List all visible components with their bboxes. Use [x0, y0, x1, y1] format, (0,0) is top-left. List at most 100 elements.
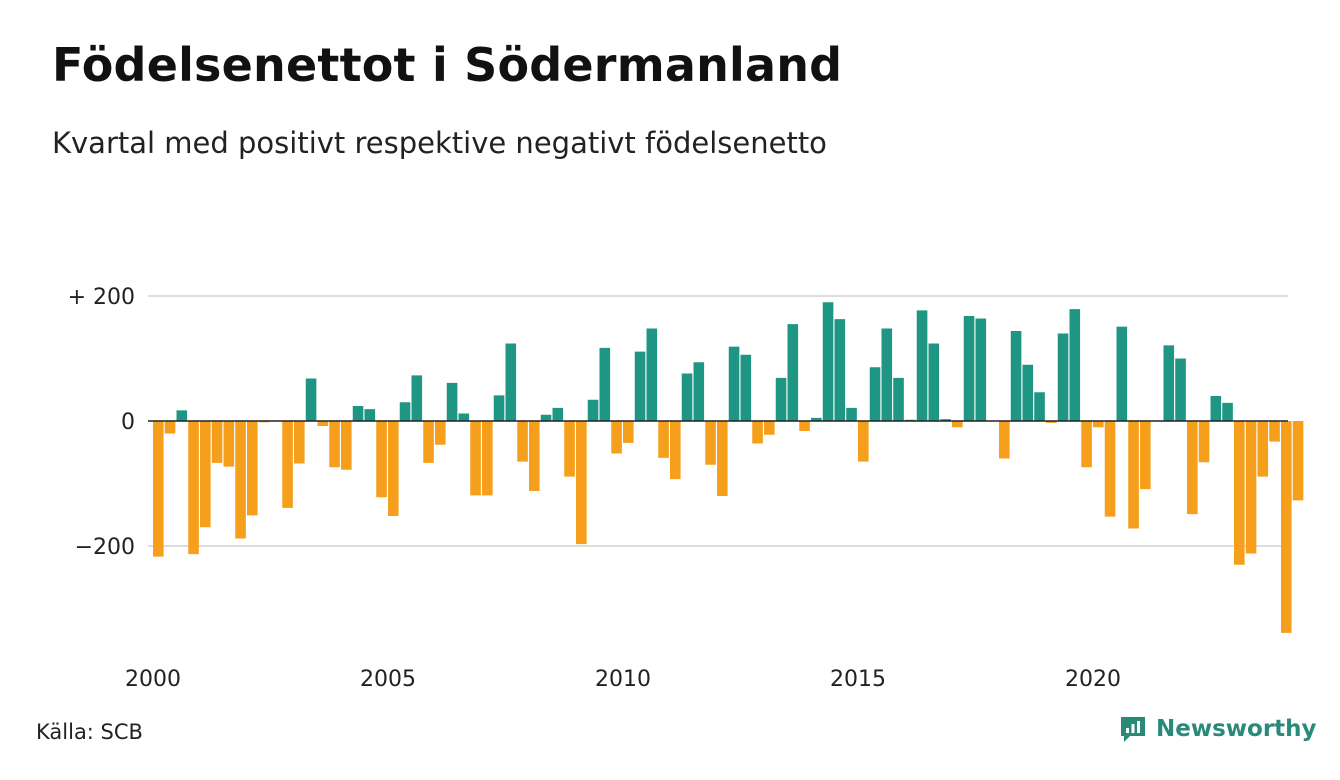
bar-negative: [482, 421, 493, 496]
bar-positive: [1069, 309, 1081, 421]
bar-positive: [540, 414, 552, 421]
source-label: Källa: SCB: [36, 720, 143, 744]
bar-negative: [329, 421, 340, 468]
bar-positive: [928, 343, 940, 421]
bar-negative: [999, 421, 1010, 459]
brand-logo[interactable]: Newsworthy: [1118, 714, 1317, 744]
bar-negative: [1140, 421, 1151, 490]
bar-negative: [1046, 421, 1057, 423]
bar-negative: [188, 421, 199, 555]
bar-positive: [893, 377, 904, 421]
bar-negative: [1187, 421, 1198, 515]
bar-positive: [634, 351, 646, 421]
bar-positive: [822, 302, 834, 421]
bar-negative: [1128, 421, 1139, 529]
bar-negative: [200, 421, 211, 528]
bar-negative: [294, 421, 305, 464]
bar-negative: [423, 421, 434, 463]
chart-title: Födelsenettot i Södermanland: [52, 38, 843, 92]
bar-positive: [176, 410, 188, 421]
bar-negative: [717, 421, 728, 496]
bar-negative: [658, 421, 669, 458]
bar-positive: [740, 354, 752, 421]
bar-positive: [728, 346, 740, 421]
bar-negative: [223, 421, 235, 467]
x-tick-label: 2015: [830, 667, 886, 692]
x-tick-label: 2020: [1065, 667, 1121, 692]
bar-negative: [388, 421, 399, 516]
bar-positive: [599, 347, 611, 421]
y-tick-label: + 200: [68, 285, 135, 310]
bar-negative: [517, 421, 528, 462]
bar-negative: [1245, 421, 1257, 554]
bar-positive: [811, 417, 822, 421]
bar-negative: [799, 421, 810, 431]
bar-positive: [1010, 331, 1022, 421]
bar-negative: [1292, 421, 1304, 501]
bar-positive: [881, 328, 893, 421]
bar-positive: [552, 407, 564, 421]
bar-negative: [235, 421, 246, 539]
bar-positive: [352, 406, 364, 421]
brand-name: Newsworthy: [1156, 716, 1317, 742]
bar-positive: [846, 407, 857, 421]
bar-negative: [705, 421, 716, 465]
bar-negative: [1198, 421, 1210, 463]
bar-positive: [458, 413, 470, 421]
bar-negative: [611, 421, 622, 454]
bar-positive: [834, 319, 846, 421]
y-tick-label: 0: [121, 410, 135, 435]
bar-negative: [858, 421, 869, 462]
bar-positive: [1116, 326, 1128, 421]
bar-positive: [446, 382, 458, 421]
bar-negative: [564, 421, 575, 477]
bar-positive: [505, 343, 517, 421]
x-tick-label: 2010: [595, 667, 651, 692]
bar-positive: [1222, 402, 1233, 421]
bar-negative: [1081, 421, 1092, 468]
bar-positive: [975, 318, 987, 421]
bar-negative: [670, 421, 681, 480]
bar-positive: [787, 324, 799, 421]
bar-negative: [1093, 421, 1104, 428]
bar-positive: [1175, 358, 1186, 421]
bar-positive: [963, 316, 975, 421]
bar-positive: [399, 402, 411, 421]
bar-positive: [646, 328, 658, 421]
bar-positive: [1163, 345, 1175, 421]
bar-negative: [470, 421, 481, 496]
bar-negative: [1269, 421, 1280, 442]
bar-negative: [623, 421, 634, 443]
bar-negative: [764, 421, 775, 435]
bar-positive: [364, 409, 376, 421]
bar-positive: [869, 367, 881, 421]
bar-positive: [693, 362, 705, 421]
bar-positive: [775, 377, 787, 421]
bar-negative: [376, 421, 387, 498]
bar-positive: [916, 310, 928, 421]
bar-negative: [164, 421, 176, 434]
bar-positive: [681, 373, 693, 421]
bar-negative: [752, 421, 763, 444]
bar-negative: [1104, 421, 1116, 517]
y-tick-label: −200: [75, 535, 135, 560]
bar-positive: [493, 395, 505, 421]
bar-positive: [1057, 333, 1069, 421]
x-tick-label: 2000: [125, 667, 181, 692]
bar-negative: [282, 421, 293, 508]
chart-subtitle: Kvartal med positivt respektive negativt…: [52, 126, 827, 160]
bar-negative: [576, 421, 587, 545]
bar-negative: [952, 421, 963, 428]
x-tick-label: 2005: [360, 667, 416, 692]
bar-positive: [411, 375, 423, 421]
bar-negative: [1257, 421, 1269, 477]
bar-positive: [940, 419, 951, 421]
bar-negative: [153, 421, 164, 557]
bar-negative: [435, 421, 446, 445]
bar-positive: [1210, 396, 1222, 421]
newsworthy-logo-icon: [1121, 717, 1145, 742]
bar-negative: [1234, 421, 1245, 565]
bar-positive: [1034, 392, 1045, 421]
bar-negative: [529, 421, 540, 491]
